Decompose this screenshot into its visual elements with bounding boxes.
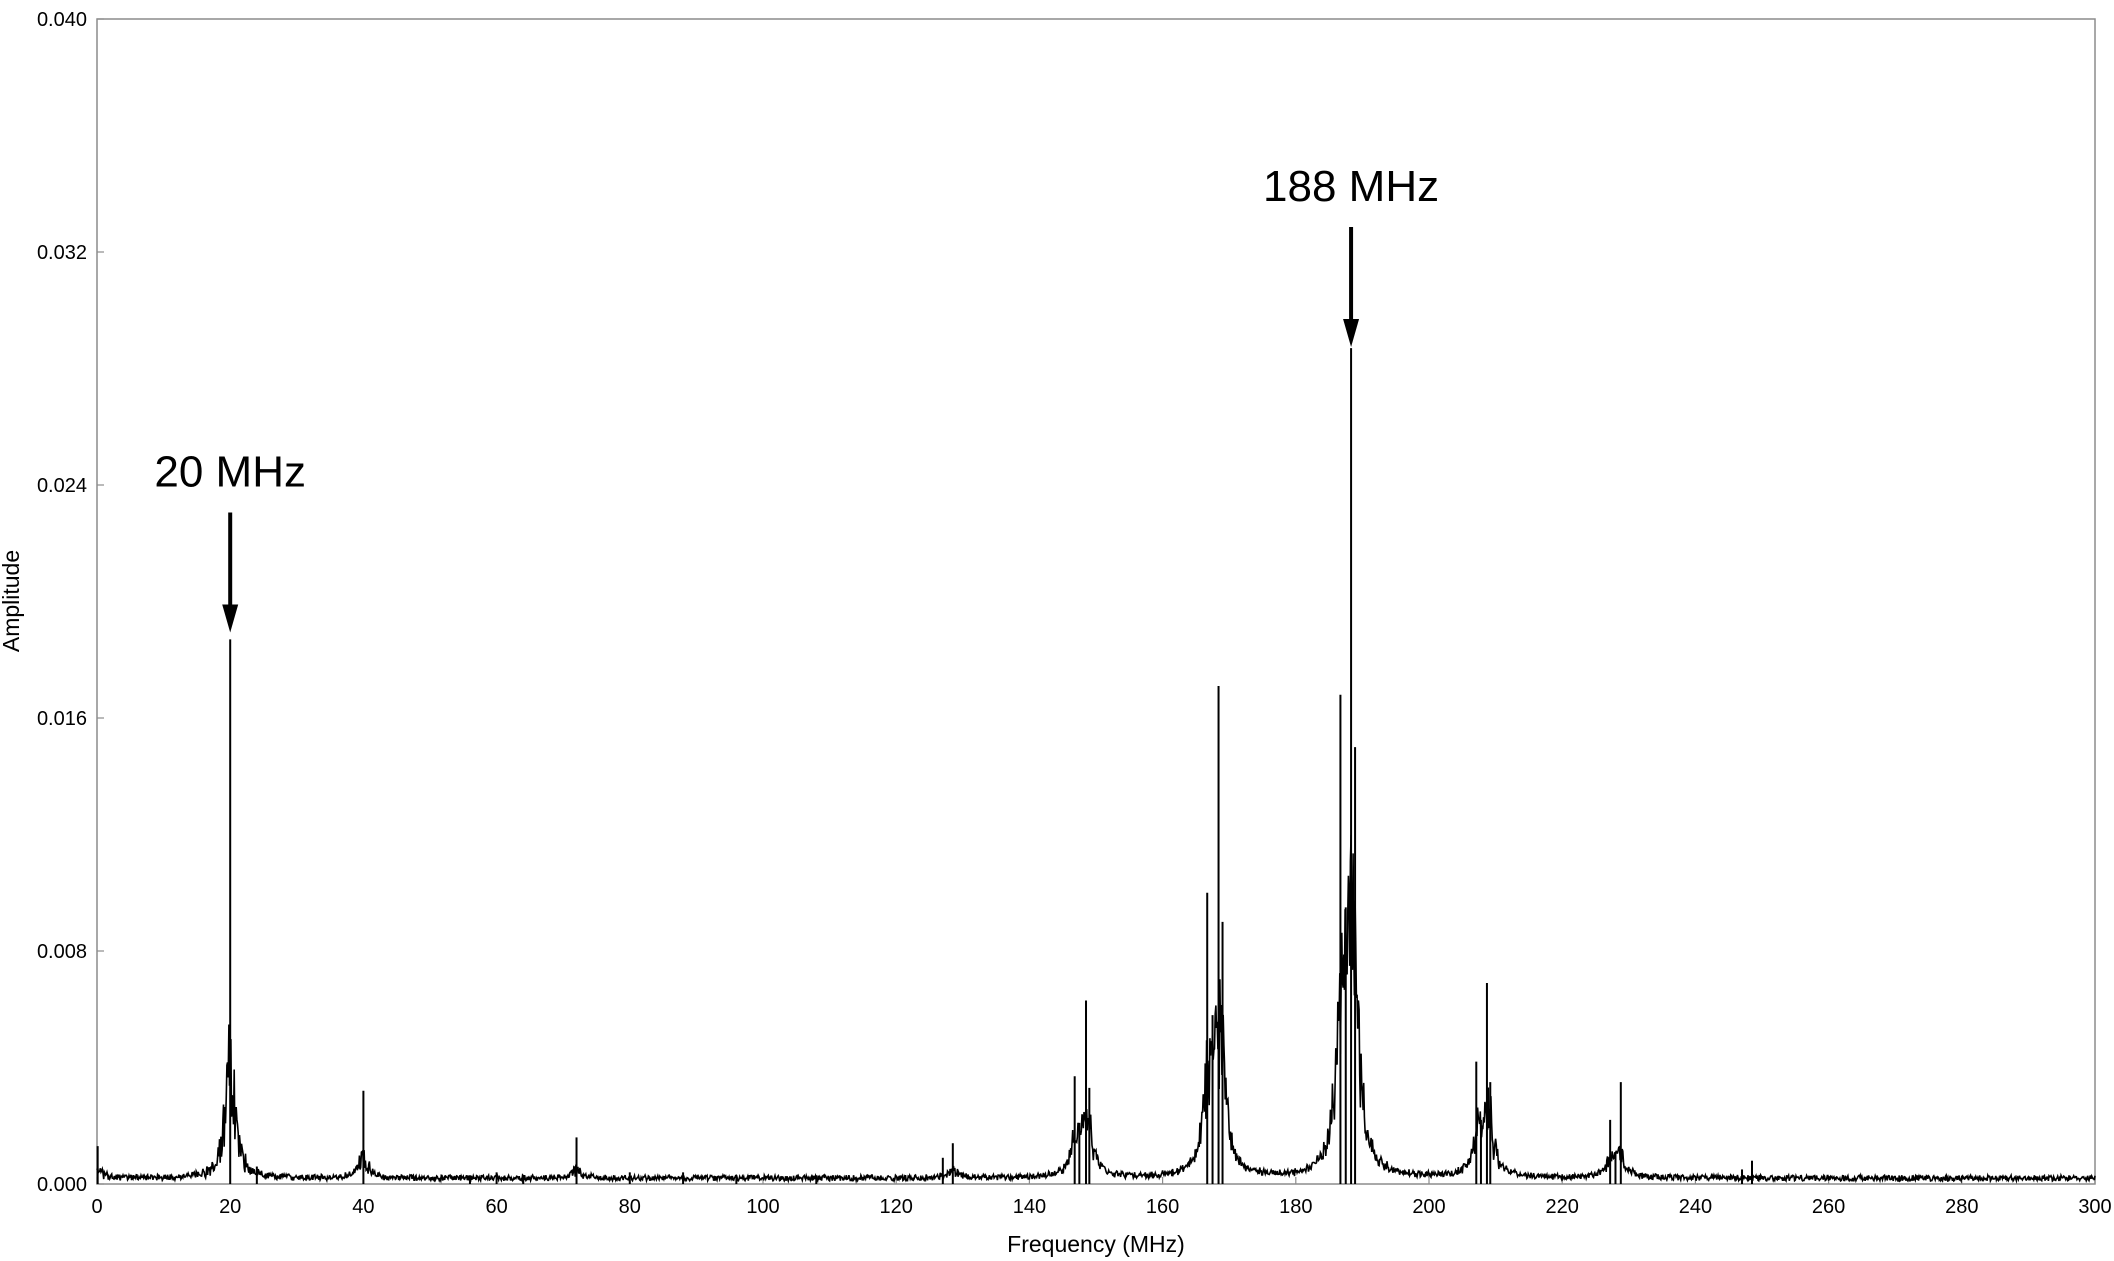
- x-tick-label: 140: [1013, 1196, 1046, 1218]
- x-axis-title: Frequency (MHz): [1007, 1231, 1185, 1257]
- x-tick-label: 200: [1412, 1196, 1445, 1218]
- y-axis: 0.000 0.008 0.016 0.024 0.032 0.040: [37, 9, 104, 1196]
- y-tick-label: 0.000: [37, 1174, 87, 1196]
- peak-marks: [96, 348, 1754, 1184]
- x-tick-label: 100: [746, 1196, 779, 1218]
- y-axis-title: Amplitude: [0, 550, 24, 652]
- x-tick-label: 220: [1546, 1196, 1579, 1218]
- annotations: 20 MHz 188 MHz: [154, 162, 1439, 633]
- annotation-arrow-head: [222, 604, 239, 633]
- annotation-arrow-head: [1343, 319, 1360, 348]
- x-axis: 0 20 40 60 80 100 120 140 160 180 200 220 240 260 280 3…: [91, 1177, 2112, 1218]
- x-tick-label: 300: [2078, 1196, 2111, 1218]
- x-tick-label: 240: [1679, 1196, 1712, 1218]
- x-tick-label: 0: [91, 1196, 102, 1218]
- y-tick-label: 0.032: [37, 242, 87, 264]
- x-tick-label: 80: [619, 1196, 641, 1218]
- y-tick-label: 0.016: [37, 708, 87, 730]
- y-tick-label: 0.008: [37, 941, 87, 963]
- x-tick-label: 120: [880, 1196, 913, 1218]
- annotation-label: 188 MHz: [1263, 162, 1439, 211]
- annotation-label: 20 MHz: [154, 447, 306, 496]
- x-tick-label: 260: [1812, 1196, 1845, 1218]
- series-line-spectrum: [96, 834, 2096, 1185]
- x-tick-label: 160: [1146, 1196, 1179, 1218]
- y-tick-label: 0.040: [37, 9, 87, 31]
- x-tick-label: 60: [485, 1196, 507, 1218]
- x-tick-label: 180: [1279, 1196, 1312, 1218]
- x-tick-label: 280: [1945, 1196, 1978, 1218]
- x-tick-label: 40: [352, 1196, 374, 1218]
- plot-area: [96, 18, 2096, 1185]
- x-tick-label: 20: [219, 1196, 241, 1218]
- y-tick-label: 0.024: [37, 475, 87, 497]
